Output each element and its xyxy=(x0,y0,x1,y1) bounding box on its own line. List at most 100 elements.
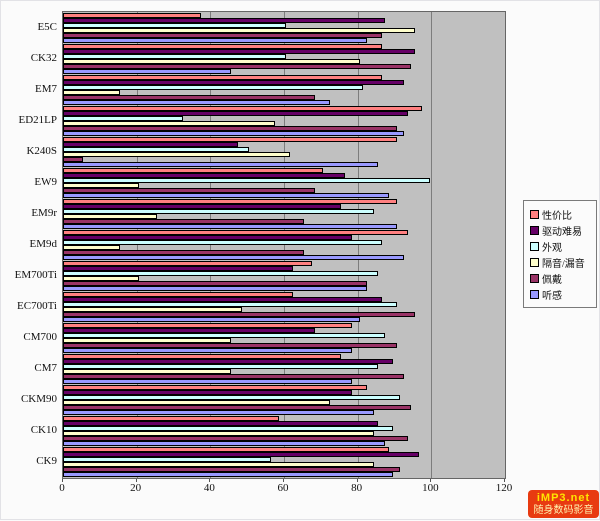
category-label-CM7: CM7 xyxy=(34,362,57,375)
bar-E5C-听感 xyxy=(63,37,368,43)
bar-EM9d-听感 xyxy=(63,254,404,260)
legend-item-性价比: 性价比 xyxy=(530,206,592,222)
legend-item-外观: 外观 xyxy=(530,238,592,254)
bar-group-CK10 xyxy=(63,416,505,447)
bar-CKM90-佩戴 xyxy=(63,405,412,411)
bar-K240S-隔音/漏音 xyxy=(63,151,290,157)
legend-label: 佩戴 xyxy=(542,274,562,286)
bar-EM9r-佩戴 xyxy=(63,218,305,224)
bar-CM7-隔音/漏音 xyxy=(63,369,231,375)
gridline-x-40 xyxy=(210,12,212,478)
bar-group-EM9r xyxy=(63,198,505,229)
bar-CM7-性价比 xyxy=(63,354,342,360)
bar-EM7-外观 xyxy=(63,84,364,90)
legend-item-佩戴: 佩戴 xyxy=(530,270,592,286)
bar-EM9d-外观 xyxy=(63,239,382,245)
bar-ED21LP-性价比 xyxy=(63,105,423,111)
x-tick-label-20: 20 xyxy=(130,482,142,494)
y-axis: E5C CK32 EM7 ED21LP K240S EW9 EM9r EM9d EM700Ti E… xyxy=(1,1,58,521)
bar-CK32-佩戴 xyxy=(63,63,412,69)
gridline-x-80 xyxy=(357,12,359,478)
bar-EW9-隔音/漏音 xyxy=(63,182,139,188)
bar-CKM90-驱动难易 xyxy=(63,390,353,396)
bar-E5C-佩戴 xyxy=(63,32,382,38)
x-tick-label-60: 60 xyxy=(277,482,289,494)
bar-CK9-性价比 xyxy=(63,447,390,453)
legend-swatch-icon xyxy=(530,257,539,267)
bar-EM9d-佩戴 xyxy=(63,249,305,255)
bar-EM700Ti-隔音/漏音 xyxy=(63,276,139,282)
bar-EW9-外观 xyxy=(63,177,430,183)
bar-EM9d-隔音/漏音 xyxy=(63,244,121,250)
bar-EM7-隔音/漏音 xyxy=(63,89,121,95)
legend-item-听感: 听感 xyxy=(530,286,592,302)
bar-CM7-听感 xyxy=(63,379,353,385)
legend-label: 性价比 xyxy=(542,210,572,222)
watermark-site-name: iMP3.net xyxy=(536,492,591,505)
bar-ED21LP-外观 xyxy=(63,115,183,121)
bar-group-CM7 xyxy=(63,354,505,385)
bar-CKM90-隔音/漏音 xyxy=(63,400,331,406)
x-tick-mark-100 xyxy=(430,479,432,482)
watermark-tagline: 随身数码影音 xyxy=(533,504,594,516)
bar-CK10-隔音/漏音 xyxy=(63,431,375,437)
bar-group-K240S xyxy=(63,136,505,167)
bar-CK10-佩戴 xyxy=(63,436,408,442)
bar-CKM90-听感 xyxy=(63,410,375,416)
bar-CK9-驱动难易 xyxy=(63,452,419,458)
legend-swatch-icon xyxy=(530,241,539,251)
bar-CM700-听感 xyxy=(63,348,353,354)
bar-CKM90-外观 xyxy=(63,395,401,401)
bar-CK9-外观 xyxy=(63,457,272,463)
category-label-CM700: CM700 xyxy=(23,331,57,344)
legend-swatch-icon xyxy=(530,225,539,235)
bar-CM700-佩戴 xyxy=(63,343,397,349)
bar-CK10-驱动难易 xyxy=(63,421,379,427)
legend: 性价比 驱动难易 外观 隔音/漏音 佩戴 听感 xyxy=(523,200,597,308)
bar-EM7-性价比 xyxy=(63,74,382,80)
bar-CM7-驱动难易 xyxy=(63,359,393,365)
x-tick-mark-120 xyxy=(504,479,505,482)
bar-ED21LP-听感 xyxy=(63,130,404,136)
bar-EM9d-性价比 xyxy=(63,229,408,235)
bar-EM700Ti-驱动难易 xyxy=(63,266,294,272)
bar-EC700Ti-听感 xyxy=(63,317,360,323)
gridline-x-100 xyxy=(431,12,433,478)
bar-EW9-听感 xyxy=(63,192,390,198)
bar-EM7-听感 xyxy=(63,99,331,105)
bar-CM700-性价比 xyxy=(63,323,353,329)
bar-group-CKM90 xyxy=(63,385,505,416)
bar-E5C-隔音/漏音 xyxy=(63,27,415,33)
bar-CK32-隔音/漏音 xyxy=(63,58,360,64)
bar-EM9r-外观 xyxy=(63,208,375,214)
bar-EW9-性价比 xyxy=(63,167,323,173)
x-tick-label-80: 80 xyxy=(351,482,363,494)
bar-group-CK32 xyxy=(63,43,505,74)
bar-E5C-驱动难易 xyxy=(63,17,386,23)
bar-EC700Ti-性价比 xyxy=(63,292,294,298)
bar-EM9r-性价比 xyxy=(63,198,397,204)
bar-CK9-听感 xyxy=(63,472,393,478)
category-label-EM7: EM7 xyxy=(35,82,57,95)
category-label-EM9r: EM9r xyxy=(31,206,57,219)
legend-item-驱动难易: 驱动难易 xyxy=(530,222,592,238)
bar-group-EM7 xyxy=(63,74,505,105)
bar-ED21LP-驱动难易 xyxy=(63,110,408,116)
category-label-EM9d: EM9d xyxy=(29,237,58,250)
plot-area xyxy=(62,11,506,479)
category-label-EC700Ti: EC700Ti xyxy=(17,300,57,313)
legend-swatch-icon xyxy=(530,273,539,283)
category-label-CKM90: CKM90 xyxy=(20,393,57,406)
legend-swatch-icon xyxy=(530,209,539,219)
bar-CM700-驱动难易 xyxy=(63,328,316,334)
category-label-EW9: EW9 xyxy=(34,175,57,188)
bar-EW9-驱动难易 xyxy=(63,172,345,178)
category-label-CK9: CK9 xyxy=(36,455,57,468)
bar-K240S-驱动难易 xyxy=(63,141,239,147)
bar-EM700Ti-性价比 xyxy=(63,261,312,267)
bar-E5C-性价比 xyxy=(63,12,202,18)
bar-group-EW9 xyxy=(63,167,505,198)
bar-group-E5C xyxy=(63,12,505,43)
gridline-x-20 xyxy=(136,12,138,478)
